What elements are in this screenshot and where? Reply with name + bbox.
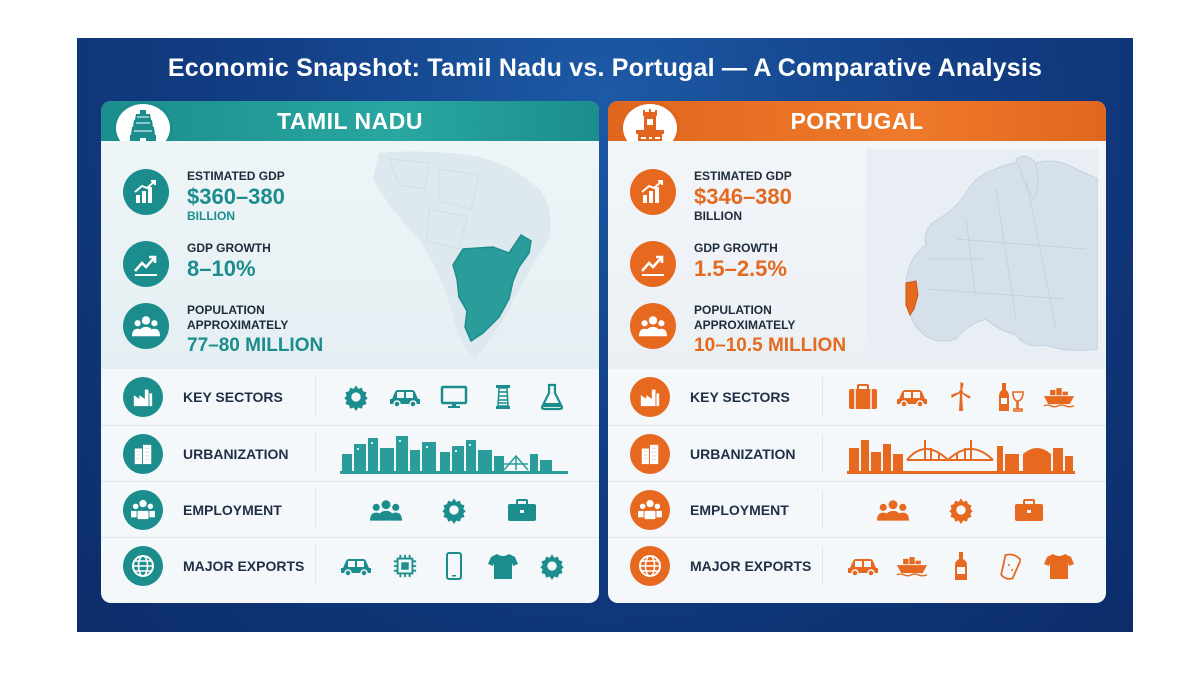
row-label: EMPLOYMENT [690,501,789,518]
growth-value: 8–10% [187,256,256,281]
gdp-value: $360–380 [187,184,285,209]
bar-chart-icon [123,169,169,215]
indicator-rows: KEY SECTORS URBANIZATION [608,369,1106,593]
city-bridge-skyline-icon [847,439,1075,474]
population-qualifier: APPROXIMATELY [187,318,289,332]
row-label: MAJOR EXPORTS [183,557,305,574]
indicator-rows: KEY SECTORS URBANIZATION [101,369,599,593]
wine-bottle-icon [945,550,977,582]
tamil-nadu-panel: TAMIL NADU ESTIMATED GDP $360–380 BILLIO… [101,101,599,603]
growth-stat: GDP GROWTH 1.5–2.5% [630,241,787,287]
growth-trend-icon [630,241,676,287]
ship-icon [1043,381,1075,413]
wind-turbine-icon [945,381,977,413]
factory-icon [630,377,670,417]
europe-map-icon [866,149,1098,361]
row-label: KEY SECTORS [690,389,790,405]
urbanization-row: URBANIZATION [101,425,599,481]
factory-icon [123,377,163,417]
wine-icon [994,381,1026,413]
ship-icon [896,550,928,582]
population-qualifier: APPROXIMATELY [694,318,796,332]
row-label: URBANIZATION [690,445,796,462]
briefcase-icon [506,494,538,526]
row-label: KEY SECTORS [183,389,283,405]
gdp-label: ESTIMATED GDP [187,169,285,183]
chip-icon [389,550,421,582]
population-stat: POPULATION APPROXIMATELY 77–80 MILLION [123,303,323,358]
growth-stat: GDP GROWTH 8–10% [123,241,271,287]
tshirt-icon [487,550,519,582]
major-exports-row: MAJOR EXPORTS [608,537,1106,593]
growth-label: GDP GROWTH [187,241,271,255]
gdp-stat: ESTIMATED GDP $346–380 BILLION [630,169,792,224]
textile-spool-icon [487,381,519,413]
population-value: 10–10.5 MILLION [694,335,847,356]
row-label: URBANIZATION [183,445,289,462]
population-icon [630,303,676,349]
gear-icon [438,494,470,526]
bar-chart-icon [630,169,676,215]
employment-row: EMPLOYMENT [608,481,1106,537]
population-icon [123,303,169,349]
stats-area: ESTIMATED GDP $360–380 BILLION GDP GROWT… [101,141,599,369]
phone-icon [438,550,470,582]
employment-icon [630,489,670,530]
car-icon [847,550,879,582]
gdp-stat: ESTIMATED GDP $360–380 BILLION [123,169,285,224]
car-icon [389,381,421,413]
buildings-icon [630,433,670,474]
row-label: MAJOR EXPORTS [690,557,812,574]
panel-header: PORTUGAL [608,101,1106,141]
growth-value: 1.5–2.5% [694,256,787,281]
cork-icon [994,550,1026,582]
panel-title: TAMIL NADU [277,107,423,134]
page-title: Economic Snapshot: Tamil Nadu vs. Portug… [167,54,1043,82]
population-label: POPULATION [694,303,772,317]
city-skyline-icon [340,435,568,474]
buildings-icon [123,433,163,474]
gear-icon [340,381,372,413]
employment-row: EMPLOYMENT [101,481,599,537]
growth-trend-icon [123,241,169,287]
gdp-value: $346–380 [694,184,792,209]
gdp-label: ESTIMATED GDP [694,169,792,183]
monitor-icon [438,381,470,413]
gear-icon [536,550,568,582]
flask-icon [536,381,568,413]
tshirt-icon [1043,550,1075,582]
globe-icon [123,545,163,586]
panel-title: PORTUGAL [790,107,924,134]
people-group-icon [370,494,402,526]
population-stat: POPULATION APPROXIMATELY 10–10.5 MILLION [630,303,846,358]
briefcase-icon [1013,494,1045,526]
people-group-icon [877,494,909,526]
india-map-icon [373,151,551,359]
urbanization-row: URBANIZATION [608,425,1106,481]
suitcase-icon [847,381,879,413]
employment-icon [123,489,163,530]
growth-label: GDP GROWTH [694,241,778,255]
car-icon [896,381,928,413]
major-exports-row: MAJOR EXPORTS [101,537,599,593]
gdp-unit: BILLION [694,209,742,223]
row-label: EMPLOYMENT [183,501,282,518]
infographic-board: Economic Snapshot: Tamil Nadu vs. Portug… [77,38,1133,632]
population-label: POPULATION [187,303,265,317]
portugal-panel: PORTUGAL ESTIMATED GDP $346–380 BILLION [608,101,1106,603]
car-icon [340,550,372,582]
key-sectors-row: KEY SECTORS [608,369,1106,425]
gdp-unit: BILLION [187,209,235,223]
population-value: 77–80 MILLION [187,335,324,356]
gear-icon [945,494,977,526]
panel-header: TAMIL NADU [101,101,599,141]
globe-icon [630,545,670,586]
stats-area: ESTIMATED GDP $346–380 BILLION GDP GROWT… [608,141,1106,369]
key-sectors-row: KEY SECTORS [101,369,599,425]
